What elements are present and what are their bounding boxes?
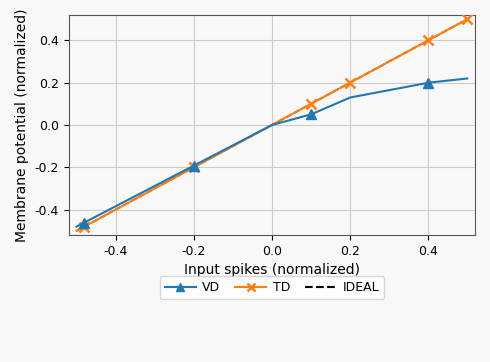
TD bbox=[378, 64, 384, 68]
Line: VD: VD bbox=[76, 79, 467, 227]
TD bbox=[113, 207, 119, 211]
TD bbox=[342, 83, 348, 88]
IDEAL bbox=[113, 207, 119, 211]
TD bbox=[385, 60, 391, 64]
IDEAL bbox=[464, 17, 470, 21]
Line: TD: TD bbox=[76, 19, 467, 231]
TD bbox=[245, 135, 251, 140]
VD bbox=[378, 89, 384, 94]
Y-axis label: Membrane potential (normalized): Membrane potential (normalized) bbox=[15, 8, 29, 242]
Line: IDEAL: IDEAL bbox=[76, 19, 467, 231]
TD bbox=[74, 229, 79, 233]
X-axis label: Input spikes (normalized): Input spikes (normalized) bbox=[184, 264, 360, 277]
IDEAL bbox=[74, 229, 79, 233]
VD bbox=[245, 135, 251, 139]
IDEAL bbox=[385, 60, 391, 64]
VD bbox=[74, 224, 79, 229]
TD bbox=[464, 17, 470, 21]
VD bbox=[385, 88, 391, 92]
IDEAL bbox=[232, 143, 238, 147]
VD bbox=[113, 204, 119, 208]
IDEAL bbox=[342, 83, 348, 88]
IDEAL bbox=[378, 64, 384, 68]
VD bbox=[342, 98, 348, 102]
TD bbox=[232, 143, 238, 147]
Legend: VD, TD, IDEAL: VD, TD, IDEAL bbox=[160, 276, 384, 299]
IDEAL bbox=[245, 135, 251, 140]
VD bbox=[464, 76, 470, 81]
VD bbox=[232, 142, 238, 147]
